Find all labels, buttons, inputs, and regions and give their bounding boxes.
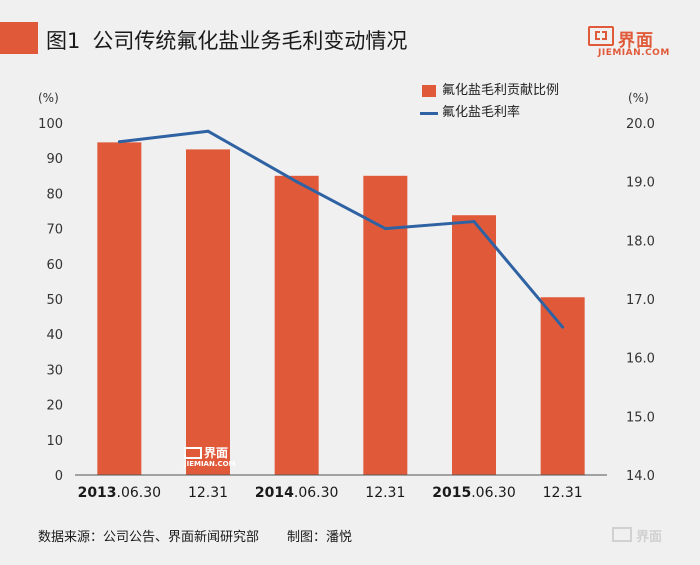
chart-title: 图1 公司传统氟化盐业务毛利变动情况 bbox=[46, 25, 407, 55]
logo-mark-icon bbox=[588, 26, 614, 46]
title-accent-bar bbox=[0, 22, 38, 54]
watermark-mark-icon bbox=[184, 447, 202, 459]
y-right-unit: (%) bbox=[628, 91, 649, 105]
y-right-tick-label: 18.0 bbox=[626, 234, 655, 249]
line-series bbox=[119, 129, 564, 329]
y-right-tick-label: 19.0 bbox=[626, 176, 655, 191]
y-left-tick-label: 40 bbox=[46, 328, 63, 343]
bar-2 bbox=[274, 175, 319, 476]
bar-3 bbox=[363, 175, 408, 476]
footer-logo-cn: 界面 bbox=[636, 530, 663, 545]
y-left-tick-label: 60 bbox=[46, 258, 63, 273]
x-tick-label: 12.31 bbox=[543, 485, 583, 501]
y-right-tick-label: 16.0 bbox=[626, 352, 655, 367]
watermark-cn: 界面 bbox=[204, 446, 229, 460]
watermark-en: JIEMIAN.COM bbox=[184, 460, 236, 468]
title-text: 公司传统氟化盐业务毛利变动情况 bbox=[92, 29, 408, 53]
line-point-3 bbox=[383, 227, 387, 231]
legend-line-swatch bbox=[420, 112, 438, 115]
footer-logo-mark-icon bbox=[612, 527, 632, 542]
legend-bar-label: 氟化盐毛利贡献比例 bbox=[442, 83, 560, 98]
figure-label: 图1 bbox=[46, 29, 81, 53]
y-right-tick-label: 15.0 bbox=[626, 410, 655, 425]
y-left-tick-label: 90 bbox=[46, 152, 63, 167]
legend-item-bar: 氟化盐毛利贡献比例 bbox=[420, 80, 559, 102]
line-point-4 bbox=[472, 220, 476, 224]
y-left-tick-label: 50 bbox=[46, 293, 63, 308]
bar-4 bbox=[452, 215, 496, 475]
y-left-tick-label: 20 bbox=[46, 399, 63, 414]
y-right-tick-label: 17.0 bbox=[626, 293, 655, 308]
y-left-tick-label: 0 bbox=[55, 469, 63, 484]
x-tick-label: 12.31 bbox=[365, 485, 405, 501]
watermark: 界面 JIEMIAN.COM bbox=[184, 446, 236, 469]
x-tick-label: 2014.06.30 bbox=[255, 485, 339, 501]
line-point-0 bbox=[117, 140, 121, 144]
legend-bar-swatch bbox=[422, 85, 436, 97]
x-tick-label: 2015.06.30 bbox=[432, 485, 516, 501]
y-left-tick-label: 70 bbox=[46, 223, 63, 238]
legend-line-label: 氟化盐毛利率 bbox=[442, 105, 521, 120]
line-point-2 bbox=[295, 180, 299, 184]
footer: 数据来源：公司公告、界面新闻研究部 制图：潘悦 bbox=[38, 526, 352, 545]
line-point-5 bbox=[561, 325, 565, 329]
x-tick-label: 2013.06.30 bbox=[78, 485, 162, 501]
y-right-tick-label: 20.0 bbox=[626, 117, 655, 132]
y-right-tick-label: 14.0 bbox=[626, 469, 655, 484]
y-left-unit: (%) bbox=[38, 91, 59, 105]
jiemian-logo: 界面 JIEMIAN.COM bbox=[588, 26, 684, 60]
logo-cn: 界面 bbox=[618, 31, 654, 51]
footer-logo: 界面 bbox=[612, 525, 682, 547]
y-left-tick-label: 80 bbox=[46, 187, 63, 202]
legend-item-line: 氟化盐毛利率 bbox=[420, 102, 559, 124]
bar-1 bbox=[186, 149, 230, 475]
footer-source: 数据来源：公司公告、界面新闻研究部 bbox=[38, 530, 260, 545]
x-tick-label: 12.31 bbox=[188, 485, 228, 501]
line-point-1 bbox=[206, 129, 210, 133]
bar-0 bbox=[97, 142, 142, 476]
y-left-tick-label: 100 bbox=[38, 117, 63, 132]
bar-5 bbox=[540, 297, 585, 475]
logo-en: JIEMIAN.COM bbox=[598, 48, 670, 58]
y-left-tick-label: 10 bbox=[46, 434, 63, 449]
chart-legend: 氟化盐毛利贡献比例 氟化盐毛利率 bbox=[420, 80, 559, 124]
y-left-tick-label: 30 bbox=[46, 363, 63, 378]
footer-credit: 制图：潘悦 bbox=[287, 530, 353, 545]
